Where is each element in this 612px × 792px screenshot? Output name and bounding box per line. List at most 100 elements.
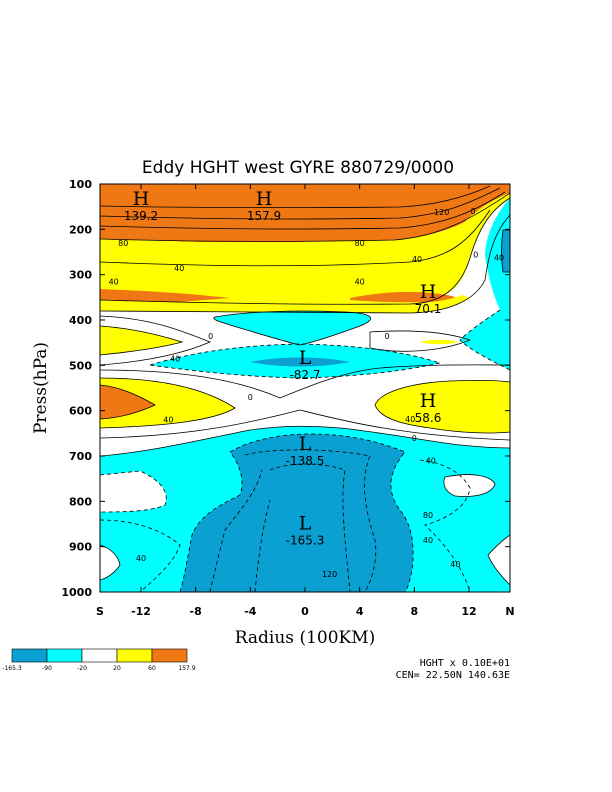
contour-line	[99, 192, 511, 242]
colorbar-swatch	[11, 648, 48, 663]
contour-label: 40	[423, 536, 433, 545]
extremum-value: -138.5	[286, 454, 325, 468]
contour-line	[99, 425, 511, 457]
contour-label: 40	[405, 415, 415, 424]
colorbar-tick-label: 60	[148, 665, 156, 672]
y-tick-label: 500	[69, 359, 92, 372]
low-marker: L-138.5	[286, 433, 325, 468]
contour-label: 40	[174, 264, 184, 273]
contour-label: 0	[208, 332, 213, 341]
contour-line	[443, 474, 496, 497]
units-note: HGHT x 0.10E+01	[420, 658, 510, 669]
y-tick-label: 600	[69, 405, 92, 418]
fill-region-blue-lower	[180, 434, 414, 592]
y-tick-label: 100	[69, 178, 92, 191]
colorbar-tick-label: 157.9	[178, 665, 195, 672]
contour-line	[99, 214, 511, 314]
fill-region-yellow-right-580	[375, 380, 510, 433]
contour-lines	[99, 185, 511, 593]
colorbar-swatch	[151, 648, 188, 663]
x-tick-label: -4	[244, 605, 257, 618]
contour-line	[99, 409, 511, 441]
extremum-letter: L	[299, 512, 312, 534]
extremum-letter: H	[420, 281, 437, 303]
contour-line	[99, 325, 184, 356]
y-tick-label: 800	[69, 495, 92, 508]
contour-label: 40	[412, 255, 422, 264]
contour-line	[99, 384, 156, 420]
x-tick-label: 8	[411, 605, 419, 618]
fill-region-cyan-right-upper	[460, 198, 510, 370]
contour-line	[374, 379, 511, 406]
extremum-letter: H	[133, 188, 150, 210]
colorbar-tick-label: -20	[77, 665, 87, 672]
x-tick-label: -8	[190, 605, 202, 618]
contour-line	[374, 404, 511, 434]
x-tick-label: S	[96, 605, 104, 618]
contour-label: 80	[423, 511, 433, 520]
contour-line	[99, 377, 236, 429]
contour-label: 80	[355, 239, 365, 248]
x-tick-label: 4	[356, 605, 364, 618]
x-tick-label: N	[505, 605, 514, 618]
contour-label: 40	[170, 355, 180, 364]
y-tick-label: 1000	[61, 586, 92, 599]
fill-region-yellow-left-580	[100, 378, 235, 428]
contour-label: 0	[248, 393, 253, 402]
plot-area: 80 80 120 40 40 40 40 0 0 40 0 0 40 0 0 40 40 40 80 40 40 120…	[99, 183, 511, 593]
contour-line	[244, 449, 377, 593]
x-tick-label: 0	[301, 605, 309, 618]
colorbar-tick-label: -90	[42, 665, 52, 672]
extremum-value: 58.6	[415, 411, 442, 425]
y-tick-label: 900	[69, 541, 92, 554]
contour-line	[99, 315, 212, 366]
contour-line	[213, 310, 372, 346]
contour-line	[99, 191, 506, 230]
chart-title: Eddy HGHT west GYRE 880729/0000	[142, 158, 454, 178]
extremum-value: 139.2	[124, 209, 158, 223]
contour-line	[149, 343, 442, 379]
contour-line	[369, 330, 472, 352]
contour-fills	[100, 184, 510, 592]
fill-region-white-right-bottom	[488, 535, 510, 585]
y-tick-label: 700	[69, 450, 92, 463]
contour-line	[99, 519, 181, 593]
contour-label: 120	[322, 570, 337, 579]
fill-region-yellow-left-450	[100, 326, 182, 355]
y-tick-label: 400	[69, 314, 92, 327]
contour-label: 0	[412, 434, 417, 443]
center-note: CEN= 22.50N 140.63E	[396, 670, 510, 681]
contour-labels: 80 80 120 40 40 40 40 0 0 40 0 0 40 0 0 40 40 40 80 40 40 120…	[109, 207, 505, 579]
contour-label: 40	[426, 457, 436, 466]
fill-region-yellow-mid	[100, 295, 470, 313]
contour-label: 0	[473, 250, 478, 259]
y-tick-label: 200	[69, 223, 92, 236]
fill-region-white-left-bottom	[100, 545, 120, 580]
fill-region-orange-right	[350, 291, 457, 303]
contour-label: 0	[471, 207, 476, 216]
contour-label: 40	[109, 277, 119, 286]
contour-line	[99, 197, 511, 305]
contour-line	[419, 459, 471, 593]
fill-region-white-right-800	[443, 474, 495, 497]
contour-label: 0	[384, 332, 389, 341]
low-marker: L-82.7	[289, 347, 320, 382]
contour-line	[99, 364, 511, 399]
fill-region-white-left-750	[100, 471, 167, 512]
extremum-letter: H	[256, 188, 273, 210]
low-marker: L-165.3	[286, 512, 325, 547]
extremum-letter: L	[299, 433, 312, 455]
contour-line	[99, 470, 167, 513]
contour-label: 120	[434, 208, 449, 217]
extremum-letter: H	[420, 390, 437, 412]
contour-label: 80	[118, 239, 128, 248]
x-axis-label: Radius (100KM)	[235, 628, 376, 648]
contour-label: 40	[355, 277, 365, 286]
extremum-value: -82.7	[289, 368, 320, 382]
x-tick-label: 12	[461, 605, 476, 618]
contour-label: 40	[163, 416, 173, 425]
